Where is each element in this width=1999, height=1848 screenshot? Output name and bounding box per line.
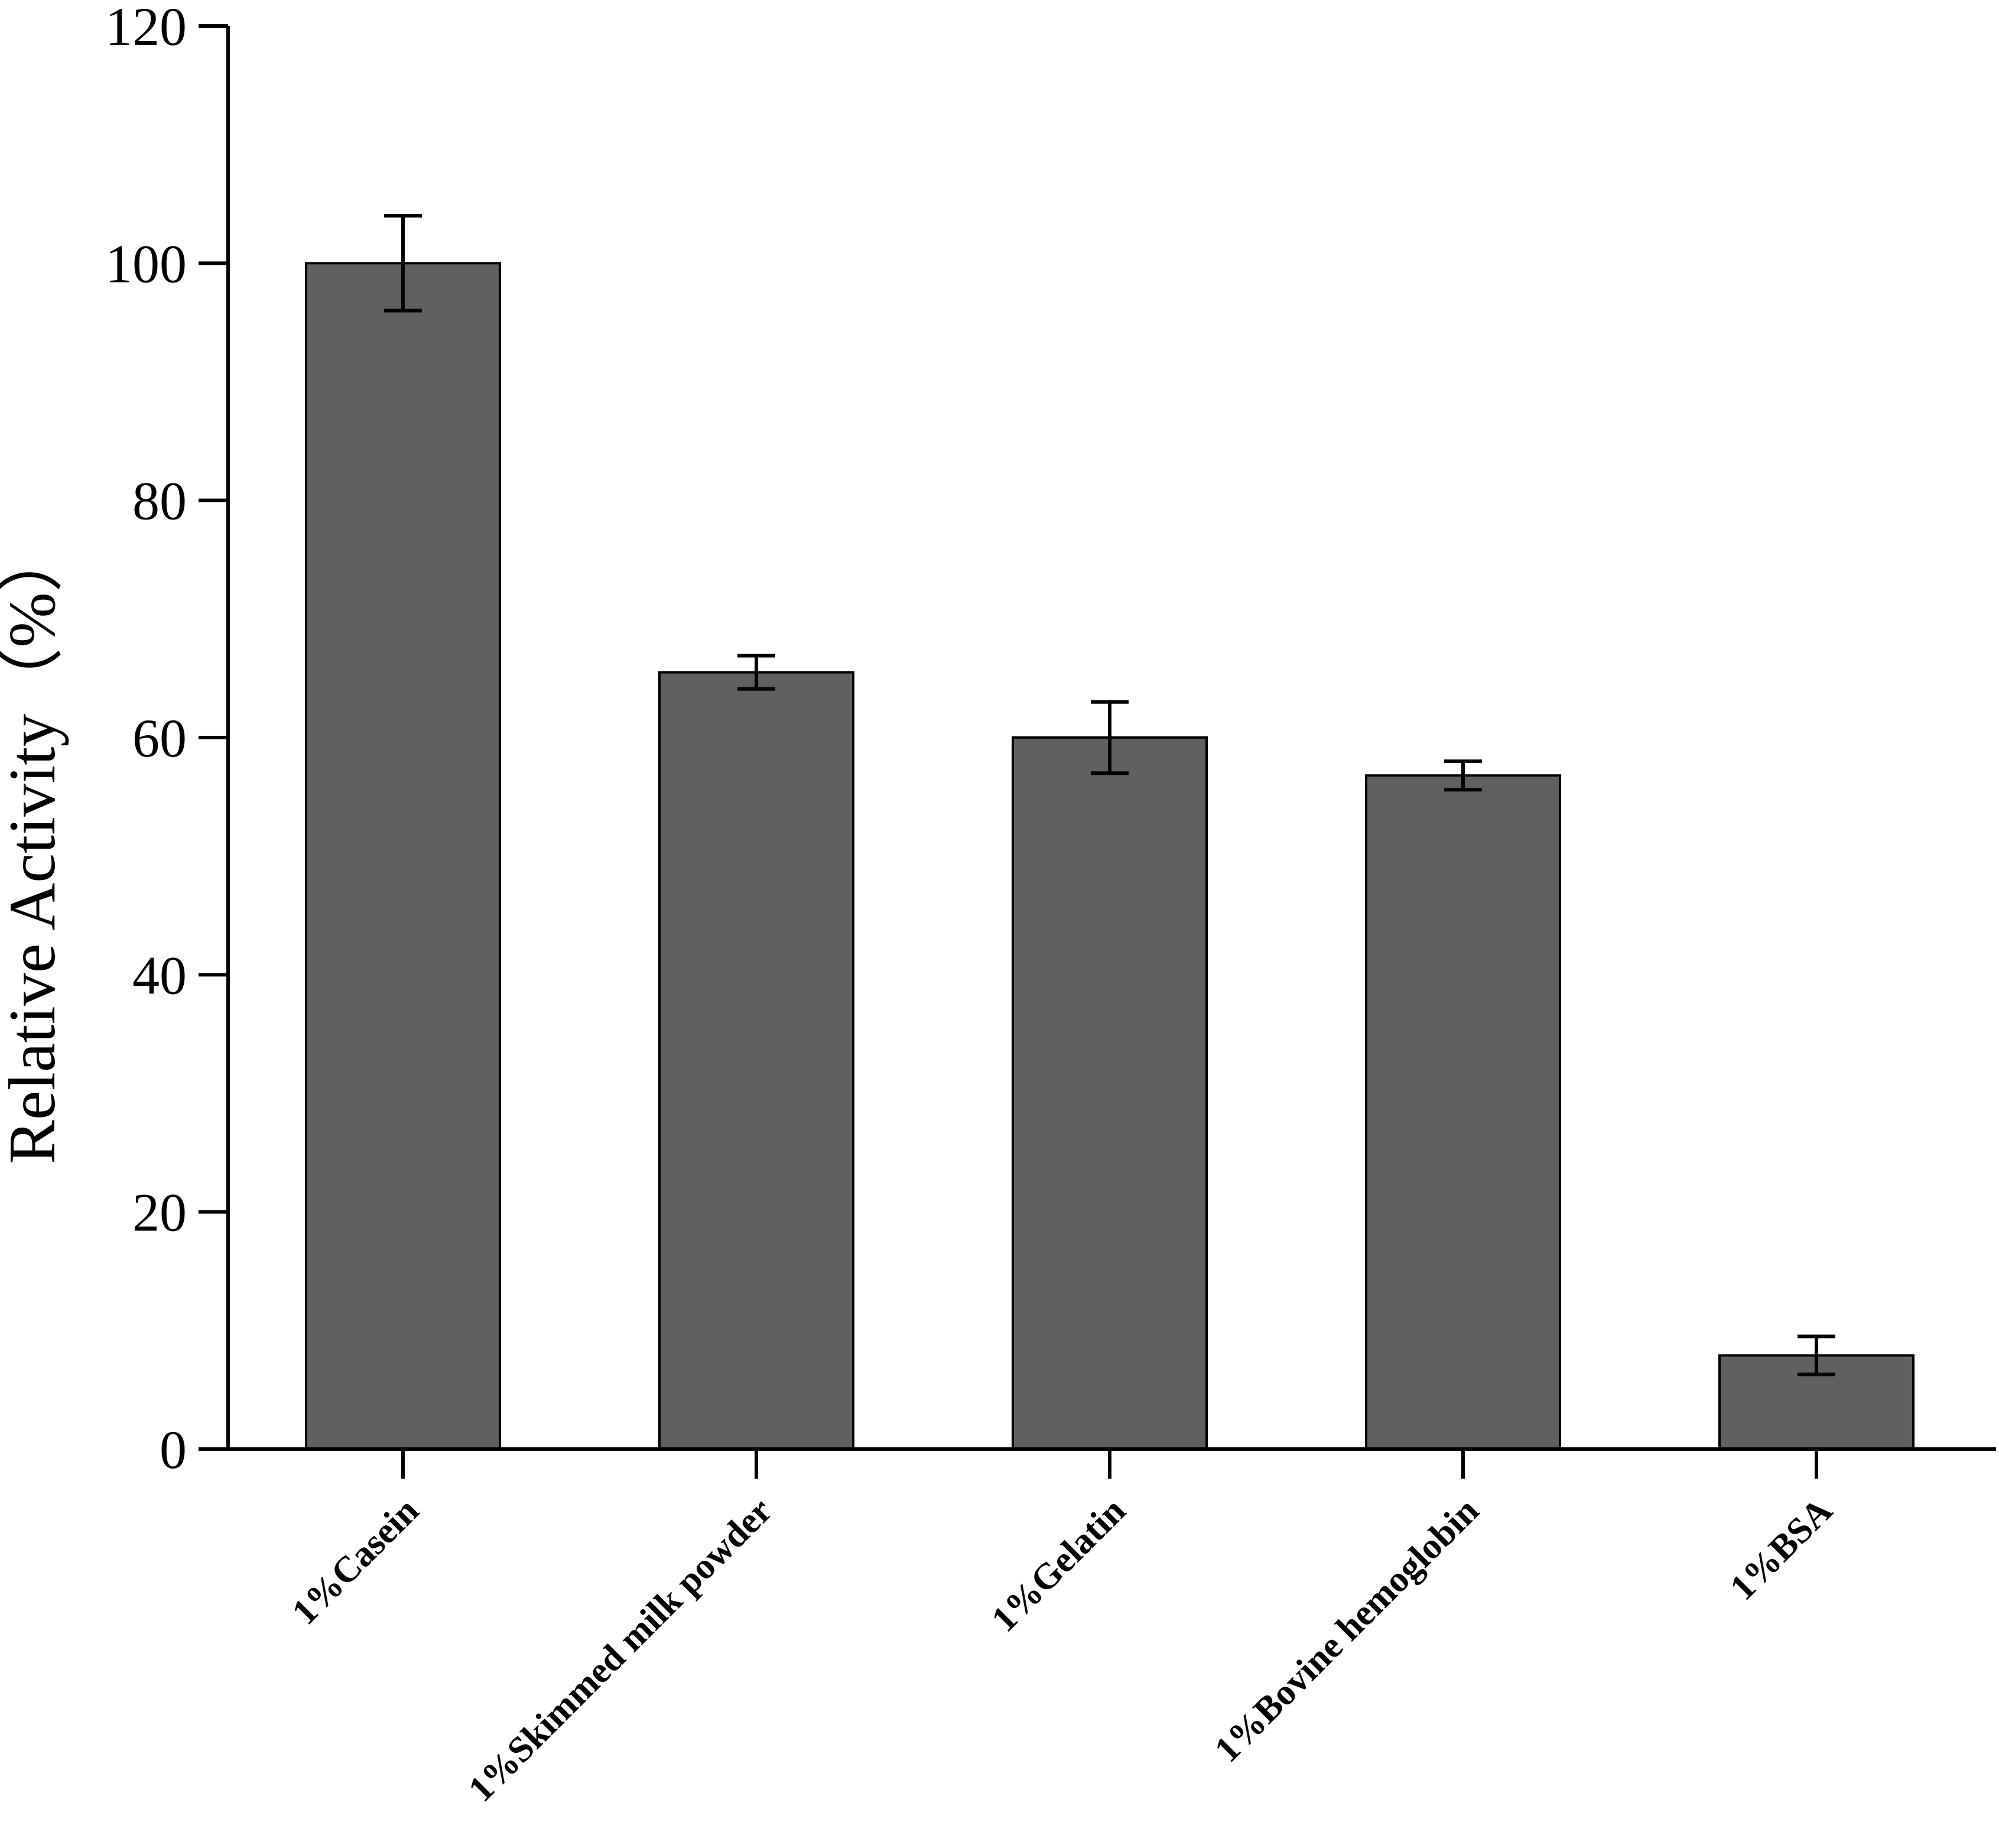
- x-category-label: 1%Gelatin: [984, 1490, 1133, 1640]
- y-tick-label: 60: [132, 708, 187, 768]
- bar: [1012, 736, 1208, 1450]
- error-bar: [1091, 700, 1129, 775]
- x-category-label: 1%Casein: [284, 1490, 427, 1633]
- x-category-label: 1%Skimmed milk powder: [461, 1490, 780, 1810]
- x-category-label: 1%BSA: [1722, 1490, 1840, 1608]
- y-tick-label: 20: [132, 1183, 187, 1243]
- y-tick-label: 80: [132, 471, 187, 531]
- bar: [658, 671, 854, 1450]
- y-tick-label: 100: [105, 233, 187, 294]
- x-ticks-group: 1%Casein 1%Skimmed milk powder 1%Gelatin 1%…: [284, 1449, 1840, 1810]
- y-axis-title: Relative Activity（%）: [0, 526, 69, 1164]
- y-ticks-group: 0 20 40 60 80 100 120: [105, 0, 228, 1480]
- bar: [1365, 774, 1561, 1450]
- error-bar: [737, 654, 775, 691]
- error-bar: [1798, 1334, 1835, 1376]
- bar: [305, 262, 501, 1450]
- error-bar: [384, 214, 422, 313]
- x-category-label: 1%Bovine hemoglobin: [1207, 1490, 1487, 1770]
- bars-group: [305, 262, 1915, 1451]
- error-bars-group: [384, 214, 1835, 1376]
- y-tick-label: 0: [160, 1420, 187, 1480]
- y-tick-label: 120: [105, 0, 187, 57]
- error-bar: [1444, 759, 1482, 792]
- y-tick-label: 40: [132, 945, 187, 1005]
